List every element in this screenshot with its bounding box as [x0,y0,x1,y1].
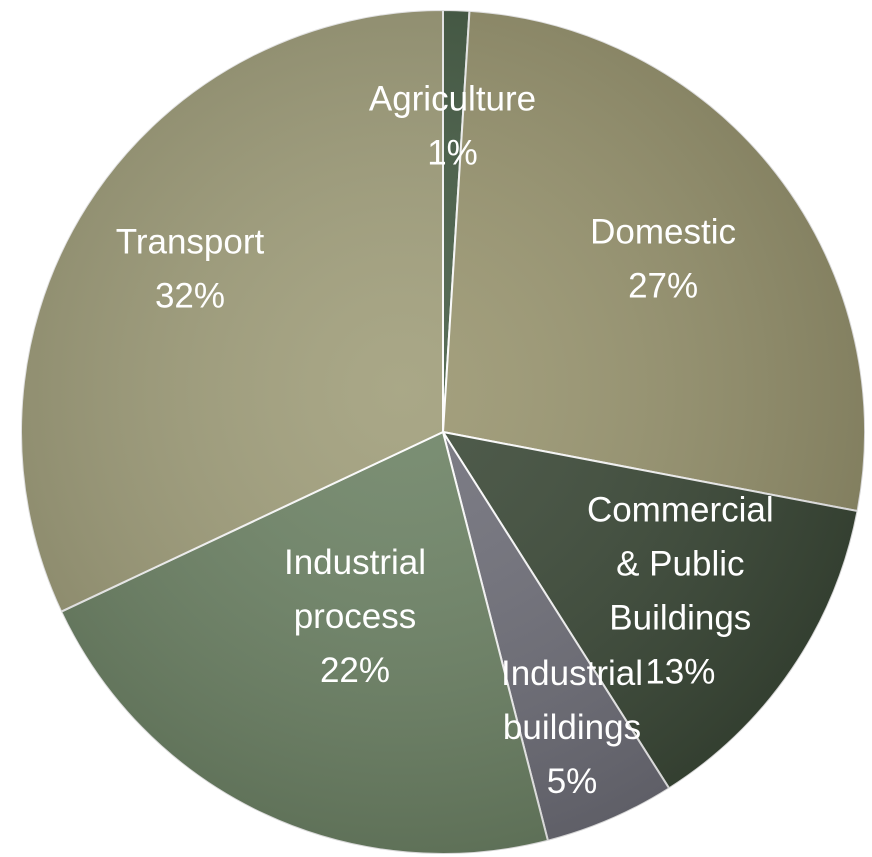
slice-label-industrial-process: Industrial process 22% [284,543,426,690]
slice-label-line: Industrial [501,654,643,693]
slice-label-line: Domestic [590,213,736,252]
slice-label-domestic: Domestic 27% [590,213,736,306]
slice-label-commercial-and-public-buildings: Commercial & Public Buildings 13% [587,491,774,692]
slice-label-line: Buildings [609,599,751,638]
slice-percent: 32% [155,277,225,316]
slice-label-line: Agriculture [369,80,536,119]
slice-label-line: Commercial [587,491,774,530]
slice-label-line: & Public [616,545,744,584]
slice-percent: 27% [628,267,698,306]
slice-label-line: process [294,597,417,636]
slice-label-industrial-buildings: Industrial buildings 5% [501,654,643,801]
slice-percent: 22% [320,651,390,690]
slice-label-line: Transport [116,223,265,262]
slice-percent: 5% [547,762,598,801]
labels-layer: Agriculture 1% Domestic 27% Commercial & Publ… [116,80,774,802]
slice-label-transport: Transport 32% [116,223,265,316]
slice-label-line: buildings [503,708,641,747]
slice-label-line: Industrial [284,543,426,582]
slice-label-agriculture: Agriculture 1% [369,80,536,173]
slice-percent: 1% [427,134,478,173]
slice-percent: 13% [645,653,715,692]
